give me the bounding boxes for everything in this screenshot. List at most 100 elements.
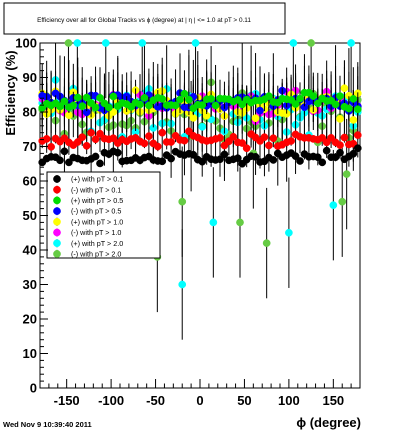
data-point	[109, 92, 118, 101]
data-point	[336, 115, 344, 123]
data-point	[82, 141, 91, 150]
data-point	[238, 100, 247, 109]
x-tick-label: -50	[146, 393, 165, 408]
data-point	[209, 218, 218, 227]
data-point	[322, 146, 331, 155]
data-point	[96, 94, 104, 102]
data-point	[296, 94, 304, 103]
data-point	[220, 150, 229, 159]
x-tick-label: 150	[322, 393, 344, 408]
data-point	[60, 97, 69, 106]
legend-marker	[53, 228, 61, 237]
data-point	[167, 138, 175, 146]
data-point	[236, 218, 244, 227]
data-point	[233, 154, 242, 163]
data-point	[313, 99, 322, 108]
data-point	[229, 132, 238, 141]
data-point	[176, 95, 184, 104]
data-point	[145, 101, 153, 110]
data-point	[256, 106, 264, 115]
legend-marker	[53, 239, 61, 248]
x-tick-label: 0	[196, 393, 203, 408]
legend-marker	[53, 196, 61, 205]
data-point	[340, 133, 349, 142]
data-point	[353, 131, 362, 139]
data-point	[296, 157, 304, 165]
data-point	[91, 103, 100, 112]
legend-label: (-) with pT > 0.5	[71, 207, 121, 216]
y-tick-label: 40	[23, 243, 37, 258]
y-tick-label: 30	[23, 277, 37, 292]
data-point	[69, 101, 78, 110]
data-point	[313, 153, 322, 162]
data-point	[180, 136, 189, 145]
y-axis-label: Efficiency (%)	[3, 50, 18, 135]
data-point	[180, 89, 189, 98]
data-point	[189, 114, 198, 122]
legend-marker	[53, 250, 61, 258]
data-point	[60, 147, 69, 156]
data-point	[101, 39, 110, 47]
chart-title: Efficiency over all for Global Tracks vs…	[37, 17, 251, 24]
data-point	[336, 148, 344, 157]
data-point	[251, 153, 260, 161]
data-point	[136, 100, 144, 109]
y-tick-label: 20	[23, 312, 37, 327]
data-point	[185, 95, 193, 104]
legend-marker	[53, 185, 61, 194]
data-point	[56, 102, 64, 111]
data-point	[82, 93, 91, 102]
data-point	[338, 197, 347, 206]
data-point	[64, 39, 73, 47]
data-point	[78, 133, 87, 142]
data-point	[285, 228, 293, 237]
data-point	[109, 134, 118, 143]
data-point	[91, 135, 100, 144]
y-tick-label: 50	[23, 208, 37, 223]
data-point	[353, 105, 362, 114]
data-point	[251, 114, 260, 123]
x-tick-label: 50	[237, 393, 251, 408]
data-point	[73, 138, 82, 146]
data-point	[140, 139, 149, 148]
data-point	[56, 156, 64, 165]
y-tick-label: 80	[23, 105, 37, 120]
legend-label: (-) with pT > 0.1	[71, 185, 121, 194]
data-point	[262, 239, 271, 247]
data-point	[336, 92, 344, 100]
data-point	[158, 157, 167, 166]
data-point	[207, 95, 215, 103]
data-point	[138, 39, 147, 47]
data-point	[331, 100, 340, 109]
legend-marker	[53, 207, 61, 215]
data-point	[96, 129, 104, 138]
data-point	[349, 116, 358, 124]
data-point	[349, 95, 358, 103]
data-point	[73, 93, 82, 102]
data-point	[178, 197, 187, 206]
y-tick-label: 70	[23, 139, 37, 154]
data-point	[153, 142, 162, 151]
x-tick-label: -100	[98, 393, 124, 408]
data-point	[73, 39, 82, 47]
data-point	[171, 101, 180, 110]
data-point	[198, 157, 207, 166]
data-point	[291, 100, 300, 108]
data-point	[216, 155, 224, 164]
data-point	[96, 159, 104, 168]
data-point	[158, 128, 167, 137]
data-point	[178, 280, 187, 289]
data-point	[260, 133, 269, 142]
data-point	[242, 144, 251, 153]
data-point	[216, 134, 224, 142]
data-point	[167, 154, 175, 163]
title-box	[3, 2, 286, 35]
series-1	[38, 144, 362, 168]
legend-marker	[53, 217, 61, 226]
y-tick-label: 60	[23, 174, 37, 189]
y-tick-label: 0	[30, 381, 37, 396]
data-point	[42, 135, 51, 143]
data-point	[342, 170, 351, 178]
